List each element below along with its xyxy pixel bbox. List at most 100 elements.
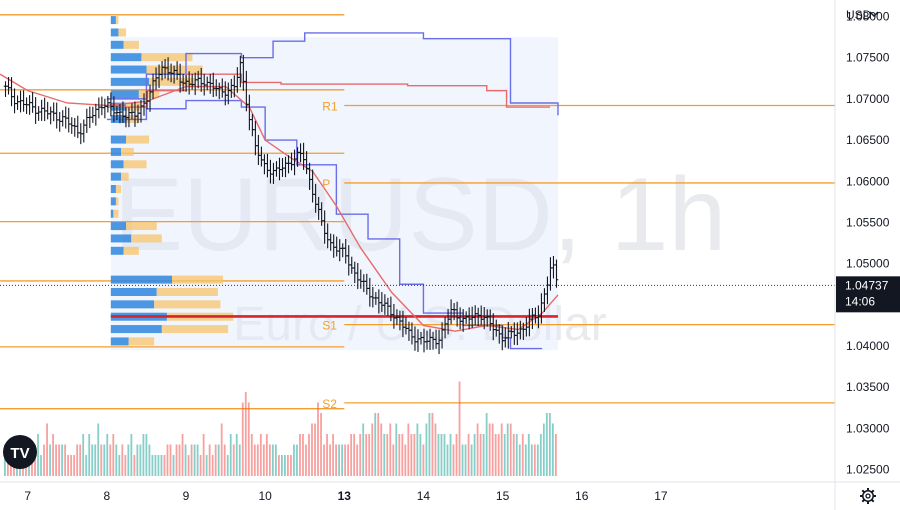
- price-tick-label: 1.03000: [846, 421, 890, 435]
- volume-bar: [118, 455, 121, 476]
- volume-bar: [383, 434, 386, 476]
- profile-sell-bar: [118, 28, 127, 37]
- volume-bar: [85, 455, 88, 476]
- gear-icon[interactable]: [860, 488, 876, 504]
- profile-sell-bar: [123, 246, 139, 255]
- volume-bar: [311, 423, 313, 476]
- volume-bar: [277, 455, 280, 476]
- volume-bar: [136, 444, 139, 476]
- volume-bar: [196, 444, 199, 476]
- volume-bar: [374, 413, 377, 476]
- volume-bar: [530, 444, 533, 476]
- profile-sell-bar: [115, 185, 122, 194]
- volume-bar: [476, 423, 479, 476]
- price-tick-label: 1.04000: [846, 339, 890, 353]
- volume-bar: [73, 455, 76, 476]
- volume-bar: [157, 455, 160, 476]
- volume-bar: [308, 434, 310, 476]
- volume-bar: [169, 444, 172, 476]
- volume-bar: [160, 455, 163, 476]
- volume-bar: [464, 444, 467, 476]
- volume-bar: [323, 444, 325, 476]
- pivot-label-s2: S2: [322, 397, 337, 411]
- profile-sell-bar: [128, 337, 155, 346]
- volume-bar: [386, 434, 389, 476]
- volume-bar: [274, 444, 277, 476]
- volume-bar: [527, 434, 530, 476]
- profile-sell-bar: [123, 40, 139, 49]
- volume-bar: [344, 444, 347, 476]
- volume-bar: [205, 455, 208, 476]
- profile-sell-bar: [126, 222, 157, 231]
- volume-bar: [175, 444, 178, 476]
- profile-sell-bar: [121, 147, 134, 156]
- volume-bar: [446, 444, 449, 476]
- volume-bar: [208, 444, 211, 476]
- volume-bar: [542, 423, 545, 476]
- profile-buy-bar: [110, 135, 127, 144]
- volume-bars: [4, 381, 557, 476]
- volume-bar: [326, 434, 328, 476]
- volume-bar: [223, 444, 226, 476]
- profile-buy-bar: [110, 53, 142, 62]
- volume-bar: [473, 434, 476, 476]
- volume-bar: [329, 444, 331, 476]
- volume-bar: [338, 444, 341, 476]
- profile-buy-bar: [110, 209, 114, 218]
- volume-bar: [91, 444, 94, 476]
- volume-bar: [314, 423, 316, 476]
- profile-sell-bar: [131, 234, 162, 243]
- volume-bar: [253, 444, 256, 476]
- volume-bar: [437, 434, 440, 476]
- volume-bar: [482, 434, 485, 476]
- volume-bar: [347, 444, 350, 476]
- volume-bar: [368, 434, 371, 476]
- volume-bar: [491, 423, 494, 476]
- volume-bar: [467, 434, 470, 476]
- profile-buy-bar: [110, 65, 147, 74]
- profile-sell-bar: [115, 197, 119, 206]
- volume-bar: [145, 434, 148, 476]
- time-tick-label: 10: [258, 489, 272, 503]
- profile-buy-bar: [110, 147, 122, 156]
- volume-bar: [434, 423, 437, 476]
- tradingview-logo[interactable]: TV: [3, 435, 37, 469]
- currency-selector[interactable]: USD: [846, 8, 879, 22]
- time-tick-label: 16: [575, 489, 589, 503]
- volume-bar: [55, 444, 57, 476]
- price-tick-label: 1.03500: [846, 380, 890, 394]
- logo-text: TV: [10, 445, 29, 462]
- volume-bar: [280, 455, 283, 476]
- watermark-symbol: EURUSD, 1h: [114, 157, 727, 273]
- volume-bar: [413, 434, 416, 476]
- volume-bar: [449, 434, 452, 476]
- volume-bar: [503, 434, 506, 476]
- profile-buy-bar: [110, 16, 116, 25]
- volume-bar: [52, 434, 54, 476]
- volume-bar: [124, 455, 127, 476]
- volume-bar: [518, 444, 521, 476]
- time-axis[interactable]: 7 8 9 10 13 14 15 16 17: [24, 489, 668, 503]
- volume-bar: [419, 434, 422, 476]
- volume-bar: [130, 434, 133, 476]
- volume-bar: [488, 423, 491, 476]
- volume-bar: [58, 444, 61, 476]
- volume-bar: [365, 434, 368, 476]
- volume-bar: [211, 455, 214, 476]
- profile-buy-bar: [110, 325, 162, 334]
- price-tick-label: 1.06500: [846, 133, 890, 147]
- volume-bar: [515, 434, 518, 476]
- profile-buy-bar: [110, 185, 116, 194]
- volume-bar: [61, 444, 64, 476]
- volume-bar: [395, 423, 398, 476]
- price-tick-label: 1.06000: [846, 174, 890, 188]
- volume-bar: [142, 434, 145, 476]
- volume-bar: [554, 434, 557, 476]
- vwap-upper-line: [106, 32, 559, 116]
- profile-sell-bar: [156, 287, 218, 296]
- price-tick-label: 1.02500: [846, 463, 890, 477]
- profile-sell-bar: [172, 275, 224, 284]
- volume-bar: [461, 444, 464, 476]
- volume-bar: [163, 455, 166, 476]
